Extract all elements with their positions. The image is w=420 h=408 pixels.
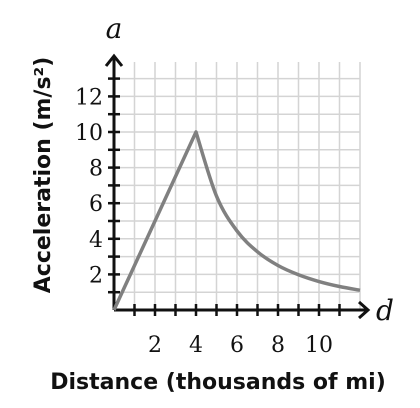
x-tick-label: 2 (148, 333, 162, 358)
grid (114, 62, 361, 310)
x-axis-title: Distance (thousands of mi) (50, 370, 386, 395)
x-tick-label: 8 (271, 333, 285, 358)
x-tick-label: 6 (230, 333, 244, 358)
x-axis-variable: d (376, 294, 394, 327)
y-tick-label: 4 (89, 228, 103, 253)
x-tick-label: 4 (189, 333, 203, 358)
y-tick-label: 2 (89, 263, 103, 288)
series (112, 130, 361, 311)
y-tick-label: 8 (89, 157, 103, 182)
y-tick-label: 10 (75, 121, 103, 146)
ticks: 2 4 6 8 10 2 4 6 8 10 12 (75, 77, 341, 358)
x-tick-label: 10 (305, 333, 333, 358)
y-axis-title: Acceleration (m/s²) (31, 57, 56, 293)
y-tick-label: 12 (75, 85, 103, 110)
y-tick-label: 6 (89, 192, 103, 217)
y-axis-variable: a (106, 12, 123, 45)
series-line (112, 130, 361, 311)
x-axis-arrow (358, 300, 371, 320)
y-axis-arrow (104, 53, 124, 67)
